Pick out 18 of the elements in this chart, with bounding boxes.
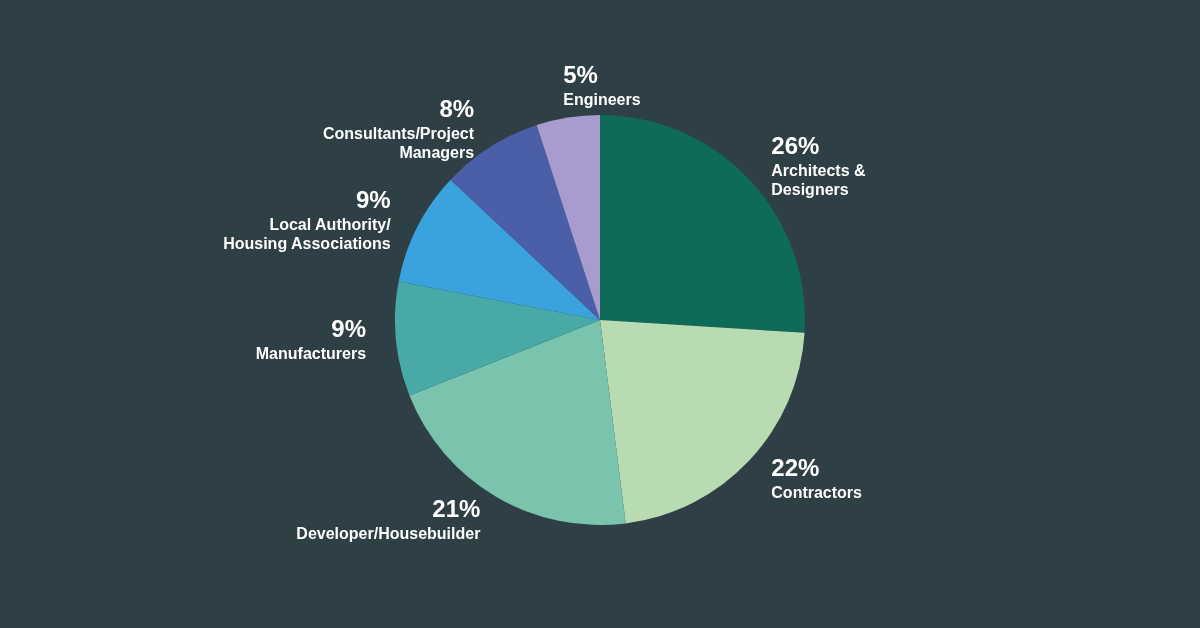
pie-slice <box>395 281 600 396</box>
slice-label: Local Authority/ Housing Associations <box>223 216 392 253</box>
data-label: 9% <box>355 186 391 214</box>
slice-label: Consultants/Project Managers <box>322 124 475 161</box>
slice-label: Architects & Designers <box>771 162 866 199</box>
slice-label: Developer/Housebuilder <box>296 525 481 543</box>
pie-slice <box>536 115 600 320</box>
slice-label: Engineers <box>563 90 641 108</box>
data-label: 8% <box>439 94 475 122</box>
data-label: 9% <box>331 315 367 343</box>
pie-slice <box>409 320 626 525</box>
pie-slice <box>398 179 600 320</box>
data-label: 5% <box>563 60 598 88</box>
data-label: 26% <box>771 132 820 160</box>
data-label: 22% <box>771 453 820 481</box>
data-label: 21% <box>432 495 481 523</box>
slice-label: Contractors <box>771 483 863 501</box>
slice-label: Manufacturers <box>255 345 367 363</box>
